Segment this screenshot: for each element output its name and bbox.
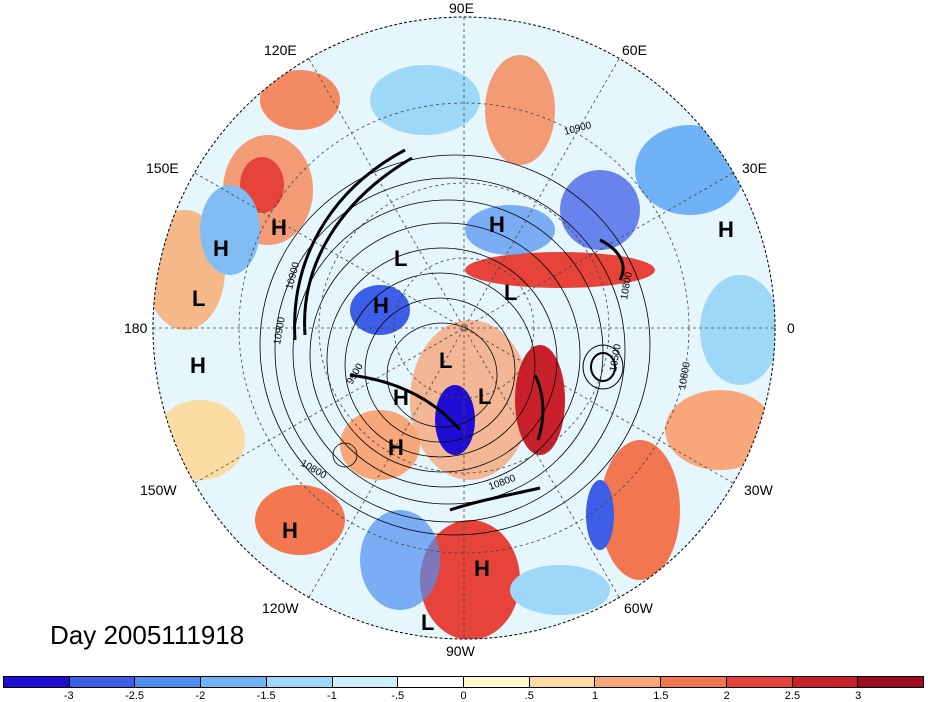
colorbar-tick-label: -.5 <box>391 690 405 702</box>
colorbar <box>3 676 924 688</box>
pressure-center: H <box>213 236 229 261</box>
pressure-center: H <box>373 293 389 318</box>
colorbar-tick-label: -1 <box>327 690 337 702</box>
longitude-label: 120W <box>262 600 299 616</box>
colorbar-segment <box>201 677 267 687</box>
day-label: Day 2005111918 <box>50 620 245 650</box>
colorbar-segment <box>135 677 202 687</box>
pressure-center: H <box>489 212 505 237</box>
colorbar-tick-label: 2 <box>723 690 730 702</box>
longitude-label: 150W <box>140 482 177 498</box>
pressure-center: L <box>394 246 408 271</box>
pressure-center: L <box>421 610 435 635</box>
colorbar-tick-label: 1 <box>592 690 599 702</box>
colorbar-tick-label: -3 <box>63 690 74 702</box>
contour-label: 10800 <box>677 361 693 391</box>
longitude-label: 0 <box>787 320 795 336</box>
pressure-center: H <box>393 385 409 410</box>
longitude-label: 180 <box>124 320 148 336</box>
colorbar-tick-label: 1.5 <box>653 690 669 702</box>
longitude-label: 90E <box>449 0 474 16</box>
colorbar-tick-label: -2 <box>195 690 206 702</box>
colorbar-segment <box>398 677 465 687</box>
colorbar-tick-label: -2.5 <box>125 690 145 702</box>
pressure-center: H <box>718 217 734 242</box>
colorbar-tick-label: -1.5 <box>256 690 276 702</box>
pressure-center: L <box>478 384 492 409</box>
longitude-label: 120E <box>264 42 297 58</box>
longitude-label: 60E <box>622 42 647 58</box>
pressure-center: H <box>190 353 206 378</box>
pressure-center: H <box>282 518 298 543</box>
colorbar-segment <box>266 677 333 687</box>
colorbar-segment <box>858 677 924 687</box>
height-contours <box>259 148 651 536</box>
colorbar-tick-label: 2.5 <box>784 690 801 702</box>
graticule <box>153 17 775 639</box>
anomaly-field <box>153 17 775 639</box>
longitude-label: 90W <box>446 643 475 659</box>
colorbar-segment <box>595 677 662 687</box>
colorbar-tick-label: .5 <box>524 690 534 702</box>
colorbar-segment <box>464 677 530 687</box>
pressure-center: H <box>271 215 287 240</box>
colorbar-segment <box>332 677 399 687</box>
map-boundary <box>152 16 776 640</box>
colorbar-segment <box>4 677 70 687</box>
pressure-center: L <box>504 280 518 305</box>
contour-label: 10800 <box>619 271 635 301</box>
pressure-center: L <box>192 286 206 311</box>
contour-label: 10900 <box>272 316 288 346</box>
colorbar-segment <box>792 677 859 687</box>
longitude-label: 60W <box>624 600 653 616</box>
longitude-label: 30W <box>744 482 773 498</box>
colorbar-segment <box>661 677 727 687</box>
colorbar-segment <box>69 677 136 687</box>
longitude-label: 150E <box>146 160 179 176</box>
colorbar-tick-label: 0 <box>460 690 467 702</box>
contour-label: 10500 <box>608 343 624 373</box>
longitude-label: 30E <box>742 160 767 176</box>
colorbar-tick-label: 3 <box>855 690 862 702</box>
pressure-center: L <box>439 348 453 373</box>
colorbar-segment <box>726 677 793 687</box>
pressure-center: H <box>388 435 404 460</box>
pressure-center: H <box>474 556 490 581</box>
colorbar-segment <box>529 677 596 687</box>
